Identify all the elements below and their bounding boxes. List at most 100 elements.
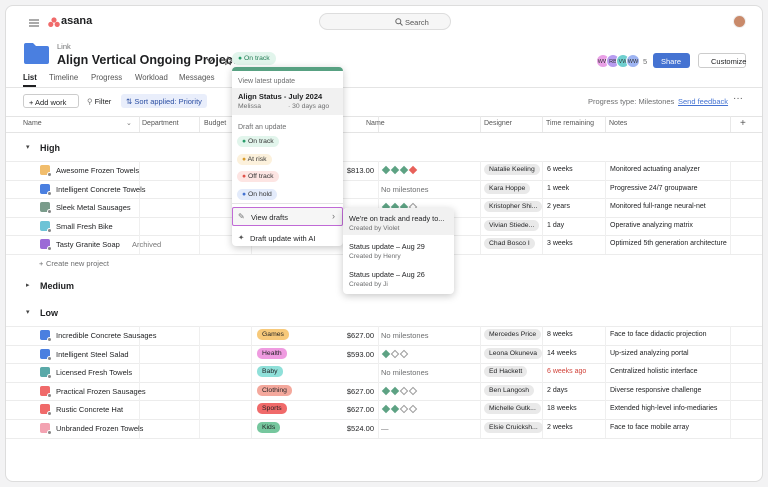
- status-button[interactable]: ● On track: [232, 52, 276, 65]
- logo-text[interactable]: asana: [61, 15, 93, 27]
- cell-divider: [730, 363, 731, 382]
- filter-button[interactable]: ⚲ Filter: [87, 97, 112, 106]
- project-name[interactable]: Rustic Concrete Hat: [56, 405, 124, 415]
- designer-chip[interactable]: Mercedes Price: [484, 329, 542, 340]
- column-header[interactable]: Name: [23, 120, 42, 127]
- designer-chip[interactable]: Kara Hoppe: [484, 182, 531, 194]
- milestone-diamond: [390, 165, 400, 175]
- draft-title[interactable]: We're on track and ready to...: [349, 214, 445, 223]
- create-project[interactable]: Create new project: [46, 259, 109, 268]
- column-header[interactable]: Notes: [609, 120, 628, 127]
- project-name[interactable]: Licensed Fresh Towels: [56, 368, 133, 378]
- section-title[interactable]: Low: [40, 308, 58, 318]
- add-column[interactable]: +: [740, 118, 746, 129]
- column-header[interactable]: Designer: [484, 120, 513, 127]
- designer-chip[interactable]: Ben Langosh: [484, 384, 535, 396]
- section-toggle[interactable]: ▾: [26, 144, 30, 151]
- view-drafts[interactable]: ✎ View drafts ›: [232, 207, 343, 226]
- tab[interactable]: Messages: [179, 73, 215, 82]
- cell-divider: [605, 344, 606, 364]
- status-option[interactable]: ● Off track: [237, 171, 279, 182]
- archived-label: Archived: [132, 240, 162, 250]
- drafts-menu: We're on track and ready to... Created by…: [343, 208, 454, 294]
- project-name[interactable]: Small Fresh Bike: [56, 221, 113, 231]
- project-name[interactable]: Intelligent Concrete Towels: [56, 184, 146, 194]
- project-name[interactable]: Tasty Granite Soap: [56, 240, 120, 250]
- department-tag: Health: [257, 347, 287, 359]
- tab[interactable]: List: [23, 73, 37, 82]
- column-header[interactable]: Time remaining: [546, 120, 594, 127]
- designer-chip[interactable]: Vivian Stiede...: [484, 219, 540, 231]
- column-divider: [730, 116, 731, 132]
- column-chevron[interactable]: ⌄: [126, 120, 132, 127]
- section-title[interactable]: Medium: [40, 281, 75, 291]
- department-tag: Clothing: [257, 384, 292, 396]
- milestone-diamond: [381, 386, 391, 396]
- tab[interactable]: Timeline: [49, 73, 79, 82]
- cell-divider: [378, 400, 379, 419]
- user-avatar[interactable]: [733, 15, 746, 28]
- column-header[interactable]: Name: [366, 120, 385, 127]
- draft-title[interactable]: Status update – Aug 26: [349, 270, 425, 279]
- latest-update[interactable]: Align Status - July 2024 Melissa · 30 da…: [232, 88, 343, 115]
- customize-button[interactable]: Customize: [698, 53, 746, 68]
- time-remaining: 2 years: [547, 203, 570, 211]
- add-work-button[interactable]: + Add work: [23, 94, 79, 108]
- draft-author: Created by Violet: [349, 225, 400, 232]
- share-button[interactable]: Share: [653, 53, 690, 68]
- progress-type[interactable]: Progress type: Milestones: [588, 97, 675, 106]
- section-toggle[interactable]: ▸: [26, 282, 30, 289]
- search-box[interactable]: Search: [319, 13, 451, 30]
- section-toggle[interactable]: ▾: [26, 309, 30, 316]
- notes: Diverse responsive challenge: [610, 386, 702, 394]
- section-title[interactable]: High: [40, 143, 60, 153]
- project-icon: [40, 348, 50, 359]
- more-menu[interactable]: ···: [733, 93, 743, 104]
- notes: Up-sized analyzing portal: [610, 349, 689, 357]
- draft-title[interactable]: Status update – Aug 29: [349, 242, 425, 251]
- menu-icon[interactable]: [28, 18, 40, 28]
- ai-icon: ✦: [238, 233, 245, 242]
- sort-chip[interactable]: ⇅ Sort applied: Priority: [121, 94, 207, 108]
- status-option[interactable]: ● On track: [237, 136, 279, 147]
- breadcrumb[interactable]: Link: [57, 42, 71, 51]
- owner-dot: [47, 337, 52, 342]
- project-icon: [24, 43, 49, 64]
- notes: Centralized holistic interface: [610, 368, 698, 376]
- designer-chip[interactable]: Michelle Gutk...: [484, 403, 541, 415]
- cell-divider: [199, 161, 200, 180]
- cell-divider: [480, 419, 481, 438]
- cell-divider: [542, 363, 543, 382]
- designer-chip[interactable]: Natalie Keeling: [484, 164, 540, 175]
- project-name[interactable]: Practical Frozen Sausages: [56, 386, 146, 396]
- project-name[interactable]: Awesome Frozen Towels: [56, 166, 140, 175]
- project-name[interactable]: Incredible Concrete Sausages: [56, 331, 157, 340]
- feedback-link[interactable]: Send feedback: [678, 97, 729, 106]
- title-actions[interactable]: [206, 56, 236, 66]
- project-name[interactable]: Sleek Metal Sausages: [56, 203, 131, 213]
- designer-chip[interactable]: Kristopher Shi...: [484, 201, 543, 213]
- tab[interactable]: Progress: [91, 73, 123, 82]
- status-option[interactable]: ● On hold: [237, 188, 277, 200]
- project-name[interactable]: Unbranded Frozen Towels: [56, 424, 144, 433]
- project-name[interactable]: Intelligent Steel Salad: [56, 349, 129, 359]
- designer-chip[interactable]: Ed Hackett: [484, 366, 528, 378]
- milestone-diamond: [399, 386, 409, 396]
- designer-chip[interactable]: Chad Bosco I: [484, 238, 535, 250]
- cell-divider: [480, 161, 481, 180]
- budget: $627.00: [346, 405, 374, 415]
- cell-divider: [480, 344, 481, 364]
- status-option-label: On track: [248, 138, 274, 145]
- column-header[interactable]: Budget: [204, 120, 227, 127]
- designer-chip[interactable]: Elsie Cruicksh...: [484, 422, 543, 433]
- milestone-diamond: [408, 405, 418, 414]
- owner-dot: [47, 246, 52, 252]
- tab[interactable]: Workload: [135, 73, 168, 82]
- time-remaining: 3 weeks: [547, 240, 573, 248]
- draft-ai[interactable]: Draft update with AI: [250, 234, 316, 243]
- project-icon: [40, 330, 50, 340]
- status-option[interactable]: ● At risk: [237, 153, 272, 165]
- designer-chip[interactable]: Leona Okuneva: [484, 347, 542, 359]
- milestone-diamond: [408, 386, 418, 396]
- column-header[interactable]: Department: [142, 120, 179, 127]
